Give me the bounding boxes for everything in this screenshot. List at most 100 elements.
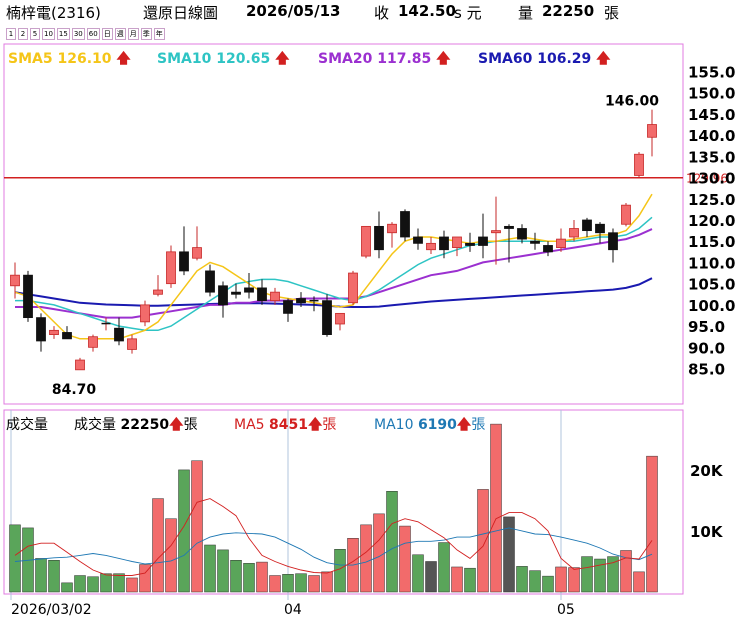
timeframe-15-button[interactable]: 15 [56, 28, 70, 40]
volume-bar [555, 566, 567, 593]
candle-body [127, 338, 137, 350]
volume-bar [139, 564, 151, 593]
vol-ma10-line [14, 527, 653, 566]
candle-body [10, 274, 20, 287]
volume-bar [152, 498, 164, 593]
candle-body [257, 287, 267, 302]
price-tick-label: 135.0 [688, 148, 735, 166]
volume-bar [529, 570, 541, 593]
volume-bar [217, 549, 229, 593]
candle-body [153, 289, 163, 295]
price-tick-label: 110.0 [688, 254, 735, 272]
candle-body [608, 232, 618, 251]
candle-body [270, 291, 280, 302]
timeframe-month-button[interactable]: 月 [127, 28, 139, 40]
date-axis: 2026/03/02 04 05 [11, 602, 575, 618]
volume-bars [9, 423, 658, 593]
price-panel-frame [3, 43, 684, 405]
timeframe-60-button[interactable]: 60 [86, 28, 100, 40]
volume-ma5-label: MA5 [234, 417, 265, 433]
price-tick-label: 115.0 [688, 233, 735, 251]
volume-bar [230, 560, 242, 593]
sma10-label: SMA10 [157, 51, 212, 67]
sma5-legend: SMA5 126.10 🡅 [8, 48, 131, 72]
volume-label: 量 [518, 4, 534, 22]
volume-axis: 20K 10K [690, 462, 724, 541]
price-axis: 155.0 150.0 145.0 140.0 135.0 130.0 125.0 120.0… [688, 63, 735, 378]
volume-unit: 張 [604, 4, 620, 22]
sma10-value: 120.65 [216, 51, 271, 67]
volume-bar [438, 542, 450, 593]
close-value: 142.50 [398, 2, 456, 20]
volume-bar [113, 573, 125, 593]
price-tick-label: 150.0 [688, 85, 735, 103]
volume-tick-label: 20K [690, 462, 724, 480]
sma60-value: 106.29 [537, 51, 592, 67]
volume-ma5-unit: 張 [322, 417, 337, 433]
volume-bar [607, 556, 619, 593]
date-tick-label: 2026/03/02 [11, 602, 92, 618]
volume-legend-unit: 張 [183, 417, 198, 433]
candle-body [114, 327, 124, 342]
timeframe-quarter-button[interactable]: 季 [140, 28, 152, 40]
price-tick-label: 85.0 [688, 361, 725, 379]
arrow-up-icon: 🡅 [436, 51, 451, 67]
candle-body [36, 317, 46, 342]
volume-bar [256, 561, 268, 593]
volume-bar [243, 563, 255, 593]
candle-body [166, 251, 176, 285]
candle-body [205, 270, 215, 293]
volume-ma10-unit: 張 [471, 417, 486, 433]
candle-body [348, 272, 358, 304]
timeframe-week-button[interactable]: 週 [114, 28, 126, 40]
volume-tick-label: 10K [690, 523, 724, 541]
volume-bar [516, 566, 528, 593]
date-tick-label: 04 [284, 602, 302, 618]
candle-body [647, 124, 657, 138]
price-tick-label: 155.0 [688, 63, 735, 81]
volume-ma10-label: MA10 [374, 417, 414, 433]
timeframe-30-button[interactable]: 30 [71, 28, 85, 40]
volume-bar [620, 550, 632, 593]
volume-legend-value: 22250 [120, 417, 170, 433]
candle-body [49, 329, 59, 335]
candle-body [452, 236, 462, 248]
high-price-label: 146.00 [605, 94, 659, 110]
volume-ma5-value: 8451 [269, 417, 308, 433]
volume-bar [542, 575, 554, 593]
volume-bar [35, 558, 47, 593]
stock-name: 楠梓電(2316) [6, 4, 101, 22]
sma60-legend: SMA60 106.29 🡅 [478, 48, 611, 72]
candle-body [582, 219, 592, 232]
price-tick-label: 130.0 [688, 170, 735, 188]
timeframe-10-button[interactable]: 10 [42, 28, 55, 40]
arrow-up-icon: 🡅 [275, 51, 290, 67]
candle-body [361, 225, 371, 257]
price-tick-label: 120.0 [688, 212, 735, 230]
timeframe-5-button[interactable]: 5 [30, 28, 40, 40]
timeframe-1-button[interactable]: 1 [6, 28, 16, 40]
price-tick-label: 100.0 [688, 297, 735, 315]
volume-bar [646, 455, 658, 593]
reference-price-label: 129.96 [686, 172, 728, 186]
price-tick-label: 105.0 [688, 276, 735, 294]
timeframe-2-button[interactable]: 2 [18, 28, 28, 40]
arrow-up-icon: 🡅 [116, 51, 131, 67]
candle-body [244, 287, 254, 293]
timeframe-year-button[interactable]: 年 [153, 28, 165, 40]
candle-body [62, 332, 72, 340]
candle-body [374, 225, 384, 251]
candle-body [75, 359, 85, 371]
volume-bar [425, 561, 437, 593]
volume-bar [633, 571, 645, 593]
sma20-label: SMA20 [318, 51, 373, 67]
arrow-up-icon: 🡅 [456, 417, 472, 433]
candle-body [491, 230, 501, 234]
candle-body [478, 236, 488, 246]
timeframe-day-button[interactable]: 日 [101, 28, 113, 40]
volume-bar [386, 491, 398, 593]
sma20-legend: SMA20 117.85 🡅 [318, 48, 451, 72]
volume-title: 成交量 [6, 417, 48, 433]
volume-bar [48, 560, 60, 593]
